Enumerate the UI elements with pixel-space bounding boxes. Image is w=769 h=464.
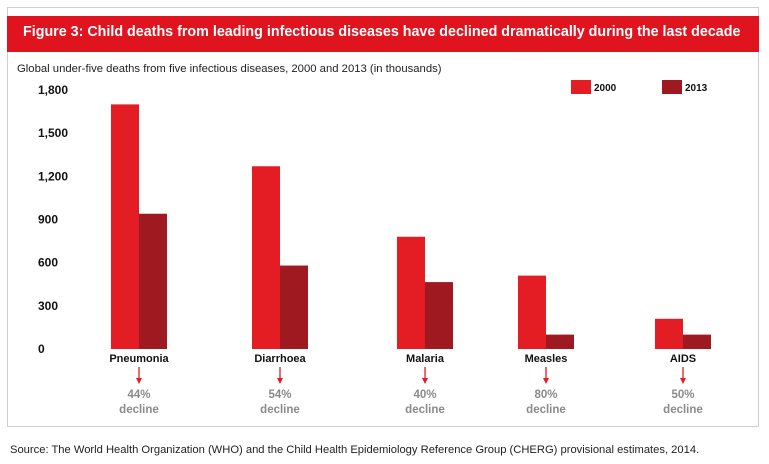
- category-label: AIDS: [670, 353, 696, 365]
- legend-label-2013: 2013: [685, 83, 708, 94]
- title-banner: Figure 3: Child deaths from leading infe…: [7, 16, 759, 52]
- y-tick-label: 900: [38, 213, 58, 227]
- legend-swatch-2013: [662, 80, 682, 94]
- bars: [111, 104, 711, 349]
- legend: 2000 2013: [571, 80, 708, 94]
- chart-subtitle: Global under-five deaths from five infec…: [17, 63, 442, 75]
- decline-arrow: [422, 367, 428, 384]
- y-tick-label: 1,200: [38, 169, 68, 183]
- category-labels: Pneumonia 44% decline Diarrhoea 54% decline Ma…: [109, 353, 702, 416]
- legend-swatch-2000: [571, 80, 591, 94]
- category-label: Measles: [525, 353, 568, 365]
- y-tick-label: 1,500: [38, 126, 68, 140]
- decline-arrow: [680, 367, 686, 384]
- bar-aids-2000: [655, 318, 683, 349]
- y-tick-label: 0: [38, 342, 45, 356]
- decline-arrow: [136, 367, 142, 384]
- decline-word: decline: [260, 404, 300, 416]
- decline-word: decline: [663, 404, 703, 416]
- decline-percent: 54%: [268, 389, 291, 401]
- bar-measles-2013: [546, 334, 574, 349]
- decline-word: decline: [405, 404, 445, 416]
- chart-title: Figure 3: Child deaths from leading infe…: [23, 24, 741, 40]
- bar-malaria-2013: [425, 282, 453, 349]
- decline-percent: 50%: [671, 389, 694, 401]
- y-tick-label: 1,800: [38, 83, 68, 97]
- category-label: Diarrhoea: [254, 353, 306, 365]
- bar-aids-2013: [683, 334, 711, 349]
- category-label: Malaria: [406, 353, 445, 365]
- bar-diarrhoea-2000: [252, 166, 280, 349]
- bar-measles-2000: [518, 275, 546, 349]
- y-tick-label: 300: [38, 299, 58, 313]
- decline-arrow: [277, 367, 283, 384]
- y-axis: 0 300 600 900 1,200 1,500 1,800: [38, 83, 68, 356]
- bar-malaria-2000: [397, 236, 425, 349]
- decline-word: decline: [526, 404, 566, 416]
- legend-label-2000: 2000: [594, 83, 617, 94]
- y-tick-label: 600: [38, 256, 58, 270]
- decline-word: decline: [119, 404, 159, 416]
- category-label: Pneumonia: [109, 353, 169, 365]
- source-note: Source: The World Health Organization (W…: [10, 444, 700, 456]
- decline-percent: 40%: [413, 389, 436, 401]
- decline-percent: 44%: [127, 389, 150, 401]
- decline-arrow: [543, 367, 549, 384]
- bar-pneumonia-2013: [139, 213, 167, 349]
- bar-pneumonia-2000: [111, 104, 139, 349]
- decline-percent: 80%: [534, 389, 557, 401]
- bar-diarrhoea-2013: [280, 265, 308, 349]
